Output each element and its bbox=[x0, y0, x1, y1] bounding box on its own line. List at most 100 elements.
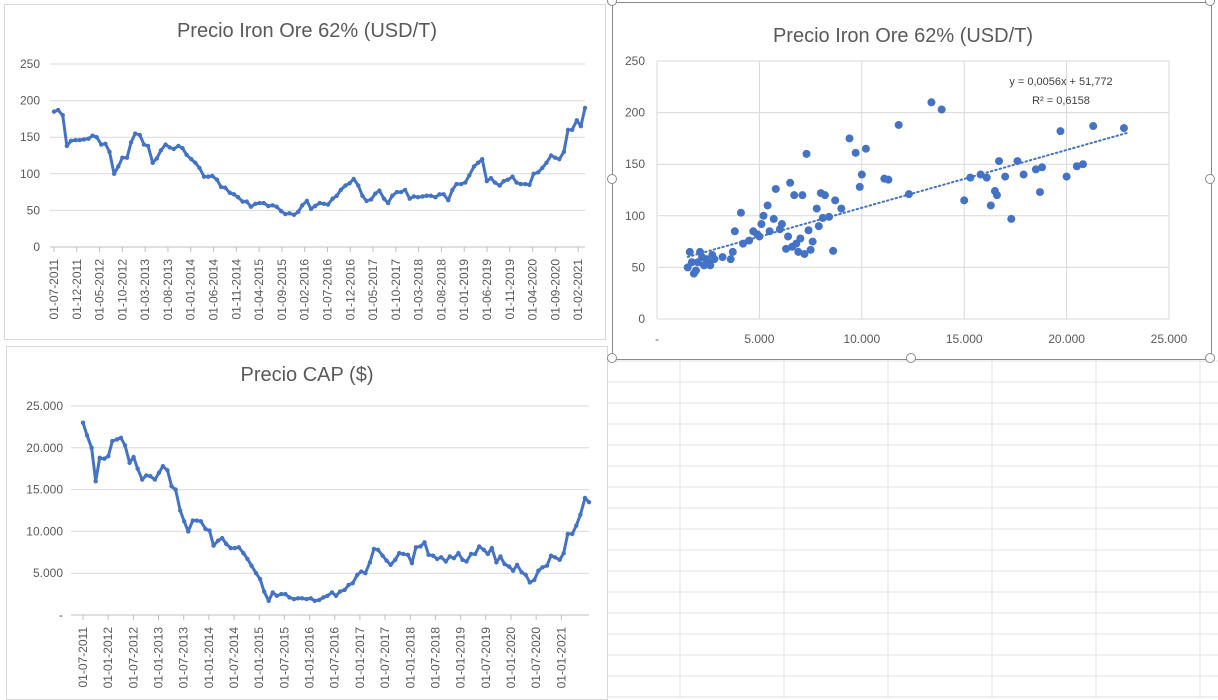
chart-cap-line-svg: Precio CAP ($) - 5.000 10.000 15.000 20.000 2… bbox=[26, 364, 592, 689]
data-point bbox=[451, 555, 457, 561]
data-point bbox=[312, 598, 317, 603]
data-point bbox=[150, 160, 155, 166]
x-tick-label: 01-04-2020 bbox=[526, 259, 540, 321]
data-point bbox=[407, 196, 412, 201]
scatter-point bbox=[1072, 162, 1081, 171]
scatter-point bbox=[992, 191, 1001, 200]
data-point bbox=[351, 176, 356, 182]
scatter-point bbox=[794, 247, 803, 256]
x-tick-label: 20.000 bbox=[1048, 332, 1085, 346]
data-point bbox=[287, 595, 292, 600]
data-point bbox=[103, 141, 108, 146]
data-point bbox=[397, 550, 402, 556]
resize-handle-bottom-right[interactable] bbox=[1205, 353, 1215, 363]
data-point bbox=[291, 212, 297, 217]
data-point bbox=[176, 143, 181, 149]
scatter-point bbox=[763, 201, 772, 210]
chart-iron-ore-scatter[interactable]: Precio Iron Ore 62% (USD/T) 0 50 100 150 200… bbox=[612, 2, 1212, 360]
data-point bbox=[540, 165, 545, 171]
data-point bbox=[266, 598, 271, 603]
data-point bbox=[536, 170, 541, 175]
data-point bbox=[279, 208, 284, 214]
data-point bbox=[373, 191, 378, 196]
data-point bbox=[97, 455, 102, 461]
data-point bbox=[227, 190, 233, 196]
data-point bbox=[578, 124, 584, 129]
x-tick-label: 01-02-2021 bbox=[571, 259, 585, 321]
data-point bbox=[325, 202, 331, 207]
data-point bbox=[51, 109, 57, 114]
x-tick-label: 25.000 bbox=[1151, 332, 1188, 346]
scatter-point bbox=[982, 173, 991, 182]
scatter-point bbox=[851, 148, 860, 157]
scatter-point bbox=[1007, 214, 1016, 223]
scatter-point bbox=[825, 212, 834, 221]
scatter-point bbox=[904, 190, 913, 199]
resize-handle-top-right[interactable] bbox=[1205, 0, 1215, 6]
resize-handle-top-left[interactable] bbox=[607, 0, 617, 6]
data-point bbox=[426, 552, 431, 558]
data-point bbox=[420, 194, 425, 199]
trendline-equation: y = 0,0056x + 51,772 bbox=[1009, 76, 1112, 88]
data-point bbox=[394, 189, 400, 195]
data-point bbox=[140, 477, 145, 482]
data-point bbox=[433, 195, 438, 200]
data-point bbox=[193, 160, 198, 166]
resize-handle-middle-left[interactable] bbox=[607, 174, 617, 184]
data-point bbox=[308, 596, 313, 601]
data-point bbox=[295, 596, 301, 601]
x-tick-label: 01-07-2017 bbox=[378, 627, 392, 689]
x-tick-label: 01-01-2014 bbox=[184, 259, 198, 321]
data-point bbox=[325, 593, 330, 598]
data-point bbox=[198, 519, 204, 524]
scatter-point bbox=[927, 98, 936, 107]
data-point bbox=[409, 560, 415, 566]
scatter-point bbox=[855, 182, 864, 191]
chart-cap-line[interactable]: Precio CAP ($) - 5.000 10.000 15.000 20.000 2… bbox=[6, 346, 608, 700]
data-point bbox=[154, 156, 160, 161]
scatter-point bbox=[757, 220, 766, 229]
scatter-point bbox=[837, 204, 846, 213]
x-tick-label: 01-07-2016 bbox=[320, 259, 334, 321]
x-tick-label: 01-07-2012 bbox=[126, 627, 140, 689]
data-point bbox=[68, 138, 74, 144]
resize-handle-bottom-left[interactable] bbox=[607, 353, 617, 363]
scatter-point bbox=[1056, 127, 1065, 136]
scatter-point bbox=[726, 255, 735, 264]
data-point bbox=[464, 559, 469, 564]
data-point bbox=[446, 197, 451, 203]
data-point bbox=[110, 438, 115, 444]
data-point bbox=[342, 587, 347, 593]
data-point bbox=[116, 164, 121, 169]
data-point bbox=[458, 181, 464, 187]
scatter-point bbox=[706, 261, 715, 270]
chart-iron-ore-line[interactable]: Precio Iron Ore 62% (USD/T) 0 50 100 150 200… bbox=[4, 4, 606, 340]
chart-title: Precio Iron Ore 62% (USD/T) bbox=[773, 25, 1033, 47]
scatter-point bbox=[802, 149, 811, 158]
x-tick-label: 01-07-2013 bbox=[177, 627, 191, 689]
scatter-point bbox=[755, 232, 764, 241]
resize-handle-middle-right[interactable] bbox=[1205, 174, 1215, 184]
data-point bbox=[350, 581, 355, 586]
trendline-r-squared: R² = 0,6158 bbox=[1032, 95, 1090, 107]
data-point bbox=[574, 118, 579, 123]
scatter-point bbox=[769, 214, 778, 223]
data-point bbox=[93, 479, 98, 484]
data-point bbox=[211, 543, 216, 548]
data-point bbox=[393, 557, 398, 563]
data-point bbox=[160, 463, 166, 469]
scatter-point bbox=[806, 245, 815, 254]
data-point bbox=[180, 145, 185, 151]
scatter-point bbox=[736, 208, 745, 217]
data-point bbox=[506, 564, 512, 569]
x-tick-label: 01-09-2015 bbox=[275, 259, 289, 321]
data-point bbox=[131, 454, 136, 460]
data-point bbox=[494, 560, 499, 565]
data-point bbox=[261, 200, 266, 206]
data-point bbox=[337, 589, 343, 594]
data-point bbox=[333, 593, 339, 598]
data-point bbox=[413, 545, 419, 550]
data-point bbox=[300, 203, 305, 208]
resize-handle-bottom-center[interactable] bbox=[906, 353, 916, 363]
data-point bbox=[467, 173, 472, 178]
